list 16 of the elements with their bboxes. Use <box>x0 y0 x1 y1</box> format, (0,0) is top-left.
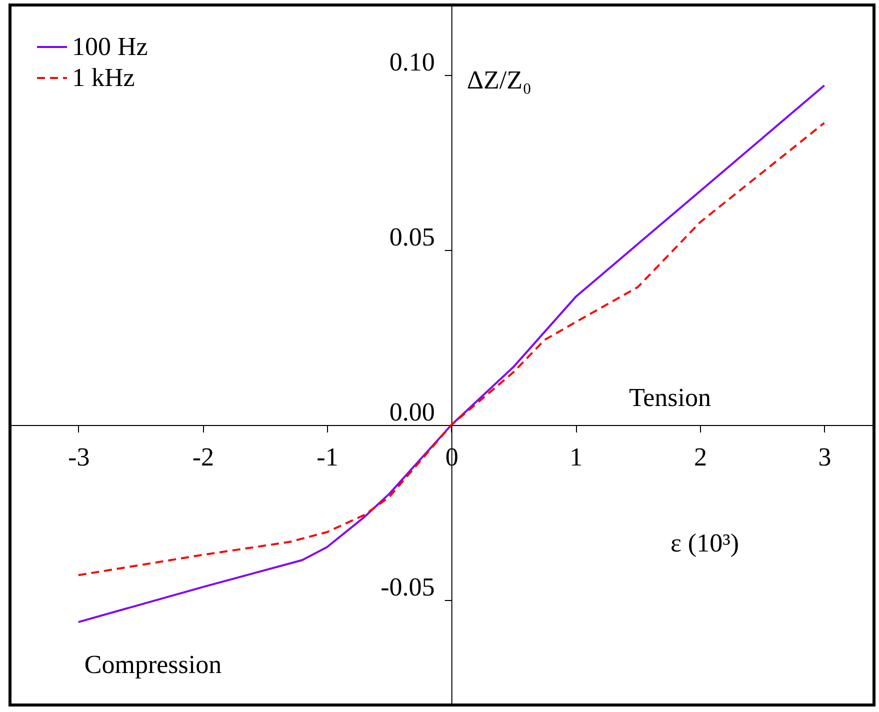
x-tick-label: -2 <box>192 442 214 472</box>
x-tick-label: 1 <box>570 442 583 472</box>
y-axis-title: ΔZ/Z₀ <box>466 66 532 94</box>
x-tick-label: -1 <box>316 442 338 472</box>
y-tick-label: 0.05 <box>389 222 435 252</box>
x-tick-label: 3 <box>818 442 832 472</box>
legend-label: 100 Hz <box>72 32 148 61</box>
legend-label: 1 kHz <box>72 63 135 92</box>
annotation: Compression <box>84 650 222 679</box>
x-axis-title: ε (10³) <box>670 528 740 558</box>
y-tick-label: -0.05 <box>380 572 435 602</box>
annotation: Tension <box>629 383 711 412</box>
y-tick-label: 0.10 <box>389 48 435 76</box>
x-tick-label: -3 <box>68 442 90 472</box>
y-tick-label: 0.00 <box>389 398 435 426</box>
x-tick-label: 2 <box>694 442 707 472</box>
